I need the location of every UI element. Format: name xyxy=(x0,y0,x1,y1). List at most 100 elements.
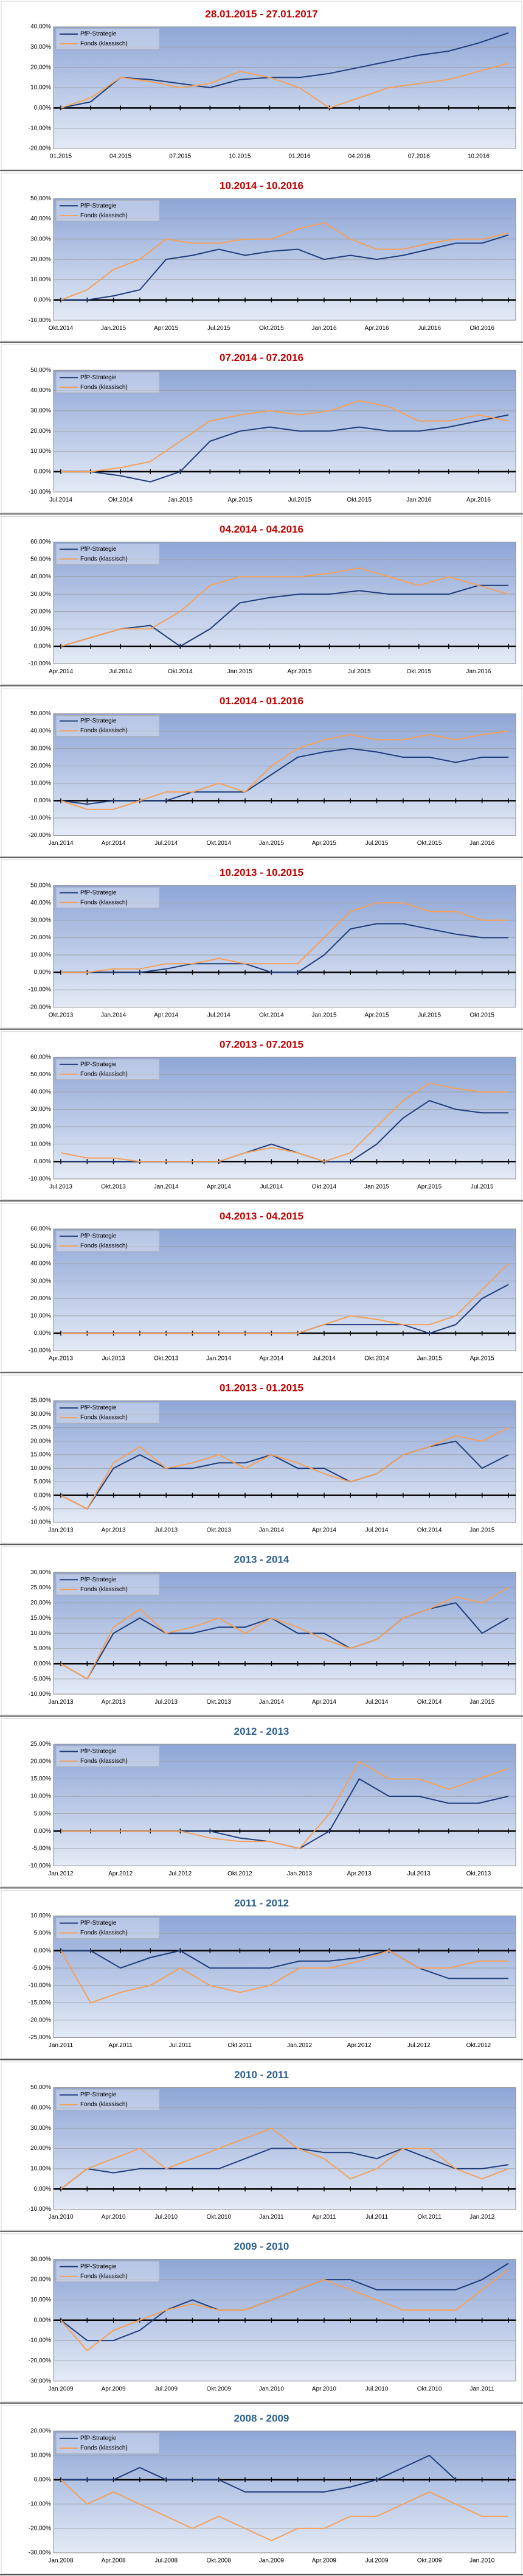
y-tick-label: 5,00% xyxy=(34,1930,51,1937)
x-tick-label: Jul.2014 xyxy=(365,1699,389,1706)
x-tick-label: Apr.2014 xyxy=(312,1699,336,1706)
x-tick-label: Jan.2015 xyxy=(101,325,126,332)
series-line xyxy=(61,1760,509,1849)
x-tick-label: Jan.2014 xyxy=(259,1527,285,1534)
x-tick-label: Jul.2016 xyxy=(418,325,441,332)
x-tick-label: Okt.2016 xyxy=(469,325,494,332)
x-tick-label: Okt.2013 xyxy=(466,1871,491,1877)
y-tick-label: 50,00% xyxy=(30,556,51,563)
legend-box xyxy=(55,371,160,393)
series-line xyxy=(61,923,508,973)
legend-label: PfP-Strategie xyxy=(80,546,117,553)
y-tick-label: 5,00% xyxy=(34,1645,51,1652)
chart-title: 2011 - 2012 xyxy=(234,1897,289,1909)
x-tick-label: Jul.2012 xyxy=(168,1871,192,1877)
x-tick-label: Jan.2016 xyxy=(466,668,491,675)
y-tick-label: 40,00% xyxy=(30,2105,51,2112)
x-tick-label: Apr.2015 xyxy=(154,325,178,332)
legend-label: PfP-Strategie xyxy=(80,2263,117,2270)
series-line xyxy=(60,222,509,301)
x-tick-label: Apr.2009 xyxy=(312,2558,336,2564)
y-tick-label: 15,00% xyxy=(30,1615,51,1622)
x-tick-label: Jan.2016 xyxy=(406,497,432,503)
y-tick-label: -10,00% xyxy=(29,1691,51,1698)
y-tick-label: 10,00% xyxy=(30,2297,51,2303)
x-tick-label: Okt.2015 xyxy=(417,840,442,847)
x-tick-label: Apr.2015 xyxy=(227,497,252,503)
x-tick-label: Apr.2016 xyxy=(365,325,389,332)
y-tick-label: 10,00% xyxy=(30,780,51,786)
series-line xyxy=(60,567,509,647)
y-tick-label: 25,00% xyxy=(30,1741,51,1748)
y-tick-label: 30,00% xyxy=(30,1278,51,1284)
y-tick-label: 10,00% xyxy=(30,2166,51,2172)
legend-label: PfP-Strategie xyxy=(80,1405,117,1412)
chart-title: 04.2014 - 04.2016 xyxy=(220,523,303,535)
y-tick-label: 10,00% xyxy=(30,952,51,959)
legend-label: PfP-Strategie xyxy=(80,203,117,209)
x-tick-label: Jan.2012 xyxy=(287,2042,313,2049)
x-tick-label: Apr.2014 xyxy=(312,1527,336,1534)
x-tick-label: 10.2016 xyxy=(468,153,490,160)
x-tick-label: Jan.2016 xyxy=(311,325,337,332)
y-tick-label: -10,00% xyxy=(29,2337,51,2344)
legend-box xyxy=(55,887,160,909)
y-tick-label: 20,00% xyxy=(30,2145,51,2152)
y-tick-label: 40,00% xyxy=(30,1089,51,1096)
y-tick-label: 20,00% xyxy=(30,1759,51,1765)
x-tick-label: Jul.2013 xyxy=(154,1699,178,1706)
y-tick-label: 50,00% xyxy=(30,195,51,202)
y-tick-label: 20,00% xyxy=(30,608,51,615)
x-tick-label: Okt.2014 xyxy=(108,497,133,503)
x-tick-label: Jan.2015 xyxy=(469,1699,495,1706)
chart-title: 04.2013 - 04.2015 xyxy=(220,1210,303,1222)
x-tick-label: Jul.2013 xyxy=(49,1183,72,1190)
chart-title: 2009 - 2010 xyxy=(234,2241,289,2252)
x-tick-label: Jan.2014 xyxy=(48,840,74,847)
x-tick-label: Apr.2013 xyxy=(102,1699,126,1706)
x-tick-label: Okt.2013 xyxy=(206,1699,231,1706)
plot-area xyxy=(53,713,516,836)
chart-title: 10.2013 - 10.2015 xyxy=(220,867,303,878)
series-line xyxy=(60,1082,508,1163)
y-tick-label: 40,00% xyxy=(30,900,51,906)
series-line xyxy=(60,2479,508,2542)
y-tick-label: -5,00% xyxy=(32,1505,51,1512)
x-tick-label: Jan.2011 xyxy=(259,2214,284,2221)
x-tick-label: Jul.2014 xyxy=(154,840,178,847)
series-line xyxy=(61,1950,508,1979)
x-tick-label: Okt.2008 xyxy=(206,2558,231,2564)
y-tick-label: -25,00% xyxy=(29,2034,51,2041)
legend-label: PfP-Strategie xyxy=(80,2435,117,2442)
chart-title: 01.2013 - 01.2015 xyxy=(220,1382,303,1394)
x-tick-label: Okt.2014 xyxy=(168,668,193,675)
plot-area xyxy=(53,1057,516,1180)
x-tick-label: Jan.2015 xyxy=(227,668,253,675)
x-tick-label: Jul.2014 xyxy=(207,1012,230,1018)
x-tick-label: Apr.2014 xyxy=(154,1012,178,1018)
y-tick-label: 0,00% xyxy=(34,643,51,649)
x-tick-label: Jul.2009 xyxy=(154,2385,178,2392)
y-tick-label: -30,00% xyxy=(29,2550,51,2557)
y-tick-label: 40,00% xyxy=(30,1261,51,1267)
x-tick-label: 10.2015 xyxy=(229,153,251,160)
y-tick-label: 5,00% xyxy=(34,1810,51,1817)
y-tick-label: -10,00% xyxy=(29,317,51,324)
x-tick-label: Apr.2014 xyxy=(259,1356,283,1362)
y-tick-label: -5,00% xyxy=(32,1845,51,1852)
x-tick-label: Jul.2015 xyxy=(471,1183,494,1190)
x-tick-label: Jan.2016 xyxy=(469,840,495,847)
y-tick-label: 10,00% xyxy=(30,1793,51,1800)
x-tick-label: Jan.2014 xyxy=(154,1183,179,1190)
y-tick-label: 15,00% xyxy=(30,1452,51,1458)
x-tick-label: Jan.2015 xyxy=(364,1183,390,1190)
legend-box xyxy=(55,2261,160,2283)
x-tick-label: Apr.2014 xyxy=(207,1183,231,1190)
x-tick-label: Apr.2015 xyxy=(417,1183,442,1190)
y-tick-label: 0,00% xyxy=(34,797,51,804)
y-tick-label: 10,00% xyxy=(30,2452,51,2459)
x-tick-label: Jul.2011 xyxy=(169,2042,192,2049)
y-tick-label: 0,00% xyxy=(34,2317,51,2323)
x-tick-label: Jan.2014 xyxy=(206,1356,232,1362)
x-tick-label: Okt.2014 xyxy=(49,325,74,332)
